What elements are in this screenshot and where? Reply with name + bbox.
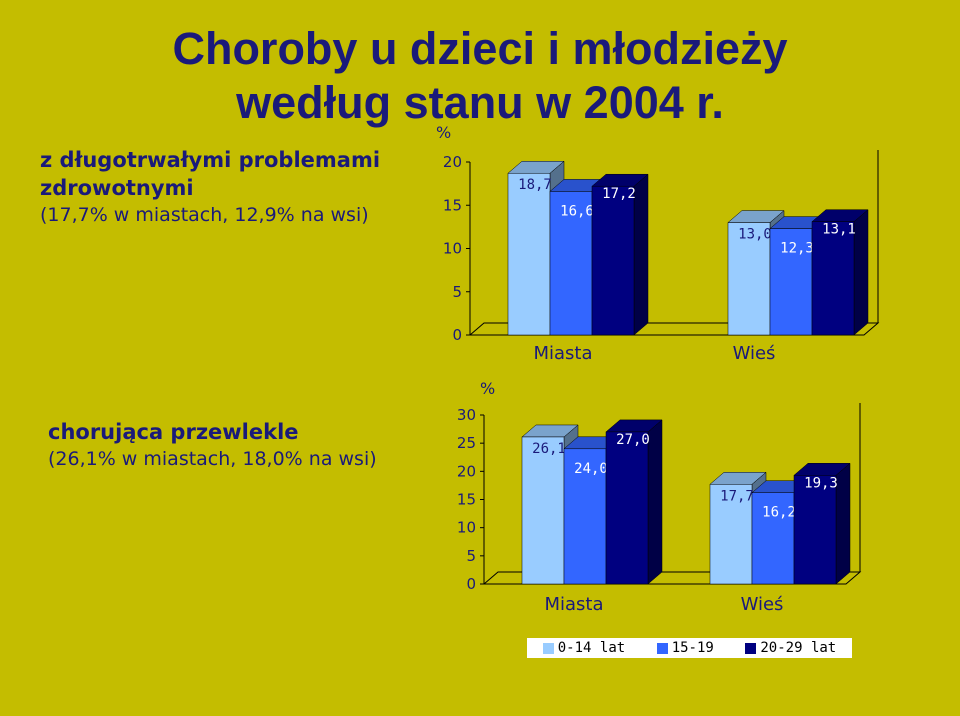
bar-value-label: 27,0 bbox=[616, 432, 650, 448]
legend-swatch-15-19 bbox=[656, 642, 668, 654]
chart-2-y-tick-label: 20 bbox=[457, 462, 476, 480]
bar-value-label: 16,6 bbox=[560, 203, 594, 219]
legend-item-15-19: 15-19 bbox=[656, 640, 714, 656]
legend: 0-14 lat 15-19 20-29 lat bbox=[527, 638, 852, 658]
chart-2-y-tick-label: 0 bbox=[466, 575, 476, 593]
chart-1-y-tick-label: 0 bbox=[452, 326, 462, 344]
legend-label-15-19: 15-19 bbox=[671, 640, 714, 656]
title-line-2: według stanu w 2004 r. bbox=[236, 77, 724, 128]
legend-label-20-29: 20-29 lat bbox=[760, 640, 837, 656]
bar-value-label: 13,0 bbox=[738, 227, 772, 243]
page-title: Choroby u dzieci i młodzieży według stan… bbox=[0, 22, 960, 130]
chart-2-y-tick-label: 25 bbox=[457, 434, 476, 452]
bar-value-label: 18,7 bbox=[518, 177, 552, 193]
legend-label-0-14: 0-14 lat bbox=[557, 640, 626, 656]
bar-2-0-2 bbox=[605, 431, 649, 585]
bar-value-label: 19,3 bbox=[804, 475, 838, 491]
bar-value-label: 16,2 bbox=[762, 505, 796, 521]
panel-1-subheading: (17,7% w miastach, 12,9% na wsi) bbox=[40, 204, 369, 226]
chart-1-y-tick-label: 15 bbox=[443, 196, 462, 214]
bar-2-0-1 bbox=[563, 448, 607, 585]
bar-1-1-2 bbox=[811, 221, 855, 336]
panel-1-label: z długotrwałymi problemami zdrowotnymi (… bbox=[40, 146, 380, 228]
chart-2-category-label: Wieś bbox=[741, 594, 784, 615]
bar-side-1-1-2 bbox=[853, 209, 869, 336]
panel-2-subheading: (26,1% w miastach, 18,0% na wsi) bbox=[48, 448, 377, 470]
chart-2-y-tick-label: 30 bbox=[457, 406, 476, 424]
bar-value-label: 26,1 bbox=[532, 441, 566, 457]
legend-swatch-0-14 bbox=[542, 642, 554, 654]
title-line-1: Choroby u dzieci i młodzieży bbox=[172, 23, 788, 74]
chart-1-y-tick-label: 10 bbox=[443, 240, 462, 258]
bar-2-1-0 bbox=[709, 484, 753, 585]
bar-1-1-0 bbox=[727, 222, 771, 336]
panel-1-heading-line-2: zdrowotnymi bbox=[40, 176, 194, 200]
chart-2-y-tick-label: 5 bbox=[466, 547, 476, 565]
panel-1-heading-line-1: z długotrwałymi problemami bbox=[40, 148, 381, 172]
chart-1-category-label: Wieś bbox=[733, 343, 776, 364]
bar-value-label: 12,3 bbox=[780, 241, 814, 257]
chart-2-y-tick-label: 15 bbox=[457, 491, 476, 509]
legend-swatch-20-29 bbox=[745, 642, 757, 654]
panel-2-heading: chorująca przewlekle bbox=[48, 420, 299, 444]
bar-1-1-1 bbox=[769, 228, 813, 336]
bar-side-1-0-2 bbox=[633, 173, 649, 336]
chart-2-unit-label: % bbox=[480, 379, 495, 398]
chart-2-category-label: Miasta bbox=[544, 594, 603, 615]
bar-1-0-2 bbox=[591, 185, 635, 336]
bar-value-label: 17,2 bbox=[602, 186, 636, 202]
bar-side-2-0-2 bbox=[647, 419, 663, 585]
bar-1-0-0 bbox=[507, 172, 551, 336]
panel-2-label: chorująca przewlekle (26,1% w miastach, … bbox=[48, 418, 377, 472]
bar-value-label: 13,1 bbox=[822, 222, 856, 238]
legend-item-20-29: 20-29 lat bbox=[745, 640, 836, 656]
chart-1-category-label: Miasta bbox=[533, 343, 592, 364]
bar-value-label: 24,0 bbox=[574, 461, 608, 477]
chart-1-y-tick-label: 5 bbox=[452, 283, 462, 301]
chart-1-y-tick-label: 20 bbox=[443, 153, 462, 171]
bar-value-label: 17,7 bbox=[720, 488, 754, 504]
bar-side-2-1-2 bbox=[835, 462, 851, 585]
bar-2-1-2 bbox=[793, 475, 837, 585]
bar-1-0-1 bbox=[549, 191, 593, 336]
bar-2-1-1 bbox=[751, 492, 795, 585]
bar-2-0-0 bbox=[521, 436, 565, 585]
legend-item-0-14: 0-14 lat bbox=[542, 640, 626, 656]
chart-1-unit-label: % bbox=[436, 123, 451, 142]
chart-2-y-tick-label: 10 bbox=[457, 519, 476, 537]
